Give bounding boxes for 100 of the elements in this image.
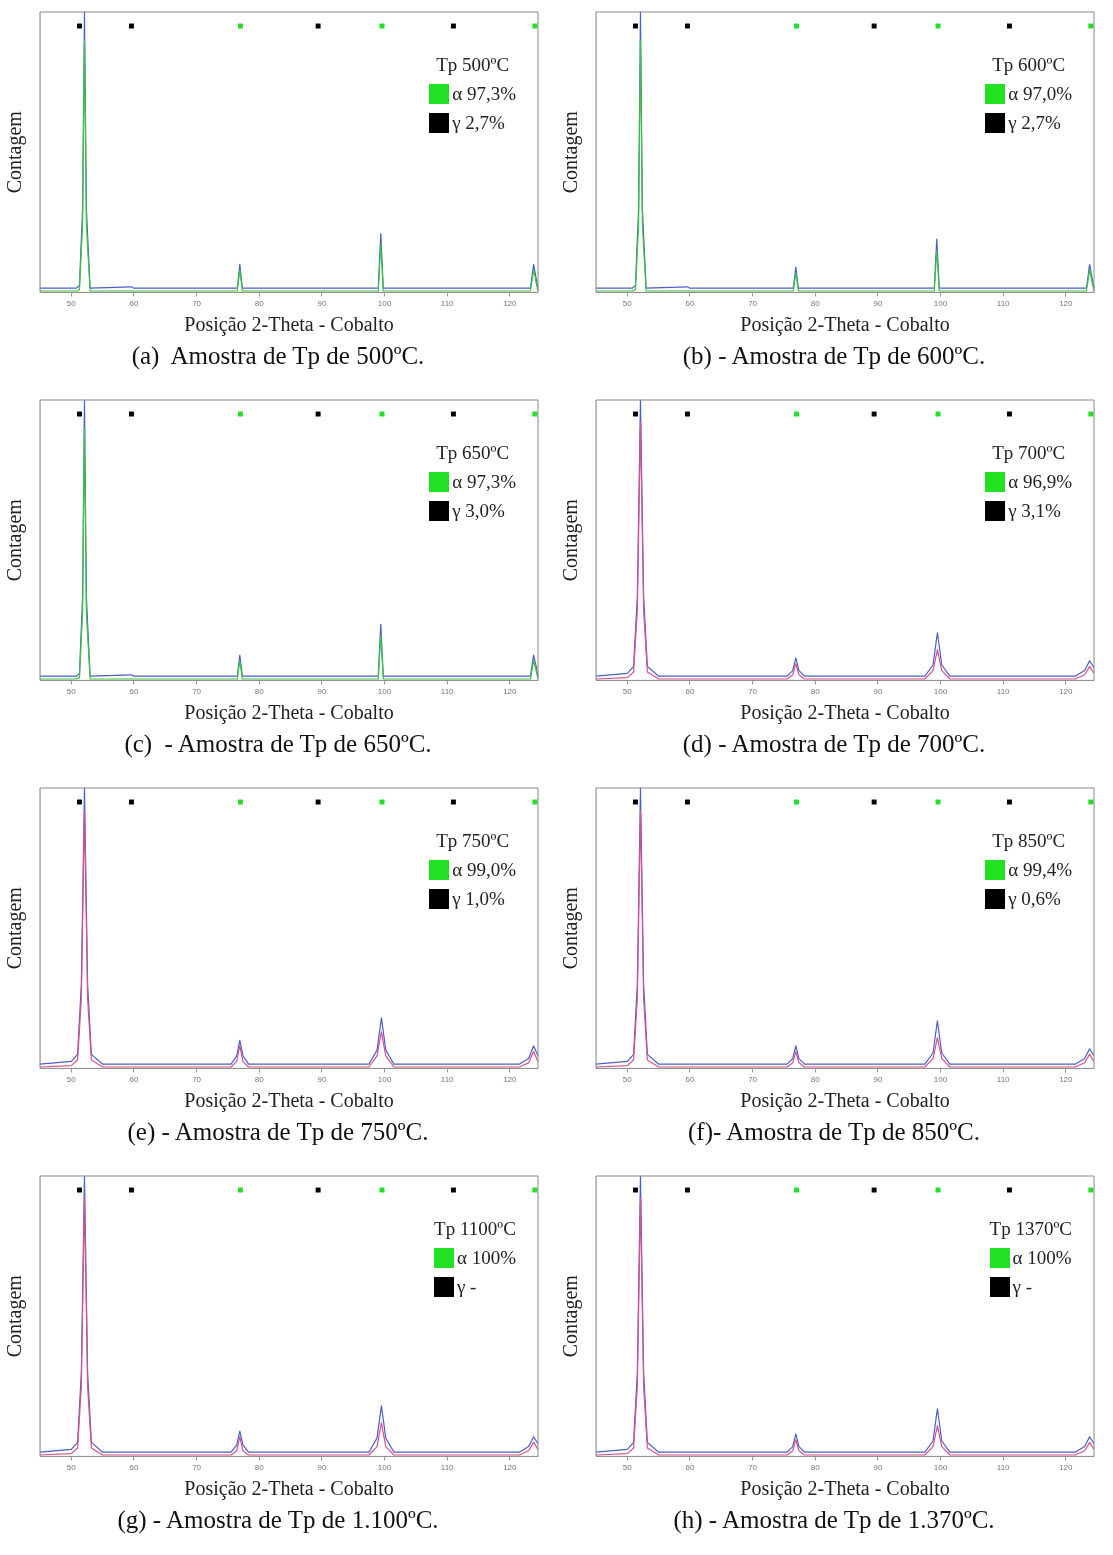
x-axis-title: Posição 2-Theta - Cobalto — [740, 313, 950, 337]
x-tick-label: 90 — [317, 299, 327, 309]
legend-title: Tp 700ºC — [991, 441, 1067, 465]
x-tick-label: 60 — [685, 1075, 695, 1085]
x-tick-label: 50 — [622, 687, 633, 697]
y-axis-title: Contagem — [559, 1274, 583, 1358]
x-tick-label: 60 — [129, 299, 139, 309]
x-tick-label: 50 — [66, 687, 77, 697]
legend-label: α 99,4% — [1007, 858, 1072, 882]
x-tick-label: 100 — [933, 299, 948, 309]
x-tick-label: 80 — [254, 687, 265, 697]
x-tick-label: 110 — [440, 299, 455, 309]
x-tick-label: 120 — [1059, 299, 1074, 309]
x-tick-label: 70 — [748, 1463, 758, 1473]
y-axis-title: Contagem — [3, 886, 27, 970]
text: (e) - Amostra de Tp de 750ºC. — [126, 1118, 430, 1146]
legend-label: α 99,0% — [451, 858, 516, 882]
legend-title: Tp 1370ºC — [989, 1217, 1072, 1241]
legend-title: Tp 500ºC — [435, 53, 511, 77]
legend-title: Tp 650ºC — [435, 441, 511, 465]
text: (a) Amostra de Tp de 500ºC. — [130, 342, 426, 370]
legend-label: γ 0,6% — [1007, 887, 1062, 911]
x-axis-title: Posição 2-Theta - Cobalto — [740, 1089, 950, 1113]
text: (b) - Amostra de Tp de 600ºC. — [681, 342, 987, 370]
legend-title: Tp 600ºC — [991, 53, 1067, 77]
x-tick-label: 70 — [748, 299, 758, 309]
x-tick-label: 60 — [129, 1075, 139, 1085]
legend-label: γ 2,7% — [451, 111, 506, 135]
x-tick-label: 50 — [66, 1075, 77, 1085]
legend-title: Tp 850ºC — [991, 829, 1067, 853]
x-tick-label: 50 — [622, 1463, 633, 1473]
x-tick-label: 100 — [377, 1075, 392, 1085]
x-tick-label: 70 — [192, 687, 202, 697]
x-tick-label: 60 — [685, 687, 695, 697]
x-tick-label: 100 — [933, 1463, 948, 1473]
x-tick-label: 110 — [996, 1463, 1011, 1473]
y-axis-title: Contagem — [559, 886, 583, 970]
x-tick-label: 80 — [810, 1463, 821, 1473]
x-axis-title: Posição 2-Theta - Cobalto — [740, 701, 950, 725]
legend-label: α 100% — [455, 1246, 516, 1270]
x-tick-label: 120 — [1059, 1463, 1074, 1473]
x-tick-label: 50 — [66, 1463, 77, 1473]
y-axis-title: Contagem — [3, 498, 27, 582]
x-tick-label: 70 — [192, 1075, 202, 1085]
x-tick-label: 60 — [685, 299, 695, 309]
x-tick-label: 80 — [254, 1075, 265, 1085]
x-axis-title: Posição 2-Theta - Cobalto — [184, 701, 394, 725]
x-tick-label: 110 — [440, 1463, 455, 1473]
x-tick-label: 120 — [503, 299, 518, 309]
x-tick-label: 50 — [66, 299, 77, 309]
x-axis-title: Posição 2-Theta - Cobalto — [740, 1477, 950, 1501]
x-tick-label: 90 — [873, 299, 883, 309]
text: (d) - Amostra de Tp de 700ºC. — [681, 730, 987, 758]
x-tick-label: 60 — [129, 687, 139, 697]
x-tick-label: 110 — [440, 687, 455, 697]
x-axis-title: Posição 2-Theta - Cobalto — [184, 313, 394, 337]
x-tick-label: 100 — [377, 687, 392, 697]
x-tick-label: 80 — [254, 299, 265, 309]
y-axis-title: Contagem — [559, 110, 583, 194]
legend-label: γ - — [1011, 1275, 1034, 1299]
x-tick-label: 70 — [192, 1463, 202, 1473]
x-tick-label: 110 — [440, 1075, 455, 1085]
x-tick-label: 120 — [1059, 1075, 1074, 1085]
x-tick-label: 70 — [748, 687, 758, 697]
x-tick-label: 100 — [933, 687, 948, 697]
x-tick-label: 110 — [996, 687, 1011, 697]
x-tick-label: 120 — [503, 687, 518, 697]
x-tick-label: 80 — [254, 1463, 265, 1473]
x-tick-label: 80 — [810, 1075, 821, 1085]
x-tick-label: 70 — [192, 299, 202, 309]
x-tick-label: 90 — [873, 1463, 883, 1473]
x-tick-label: 50 — [622, 1075, 633, 1085]
legend-label: γ 1,0% — [451, 887, 506, 911]
legend-label: γ 3,0% — [451, 499, 506, 523]
x-tick-label: 90 — [317, 1075, 327, 1085]
legend-label: α 97,3% — [451, 470, 516, 494]
text: (h) - Amostra de Tp de 1.370ºC. — [672, 1506, 996, 1534]
x-tick-label: 120 — [1059, 687, 1074, 697]
x-tick-label: 90 — [317, 687, 327, 697]
x-tick-label: 90 — [873, 687, 883, 697]
legend-title: Tp 750ºC — [435, 829, 511, 853]
x-tick-label: 90 — [317, 1463, 327, 1473]
x-tick-label: 120 — [503, 1463, 518, 1473]
y-axis-title: Contagem — [3, 1274, 27, 1358]
text: (f)- Amostra de Tp de 850ºC. — [687, 1118, 981, 1146]
legend-label: α 97,0% — [1007, 82, 1072, 106]
y-axis-title: Contagem — [559, 498, 583, 582]
x-axis-title: Posição 2-Theta - Cobalto — [184, 1089, 394, 1113]
x-tick-label: 120 — [503, 1075, 518, 1085]
x-tick-label: 80 — [810, 299, 821, 309]
x-tick-label: 110 — [996, 1075, 1011, 1085]
legend-label: α 97,3% — [451, 82, 516, 106]
x-tick-label: 90 — [873, 1075, 883, 1085]
x-tick-label: 70 — [748, 1075, 758, 1085]
text: (c) - Amostra de Tp de 650ºC. — [123, 730, 433, 758]
legend-label: γ 3,1% — [1007, 499, 1062, 523]
y-axis-title: Contagem — [3, 110, 27, 194]
legend-label: γ 2,7% — [1007, 111, 1062, 135]
x-tick-label: 110 — [996, 299, 1011, 309]
x-tick-label: 50 — [622, 299, 633, 309]
